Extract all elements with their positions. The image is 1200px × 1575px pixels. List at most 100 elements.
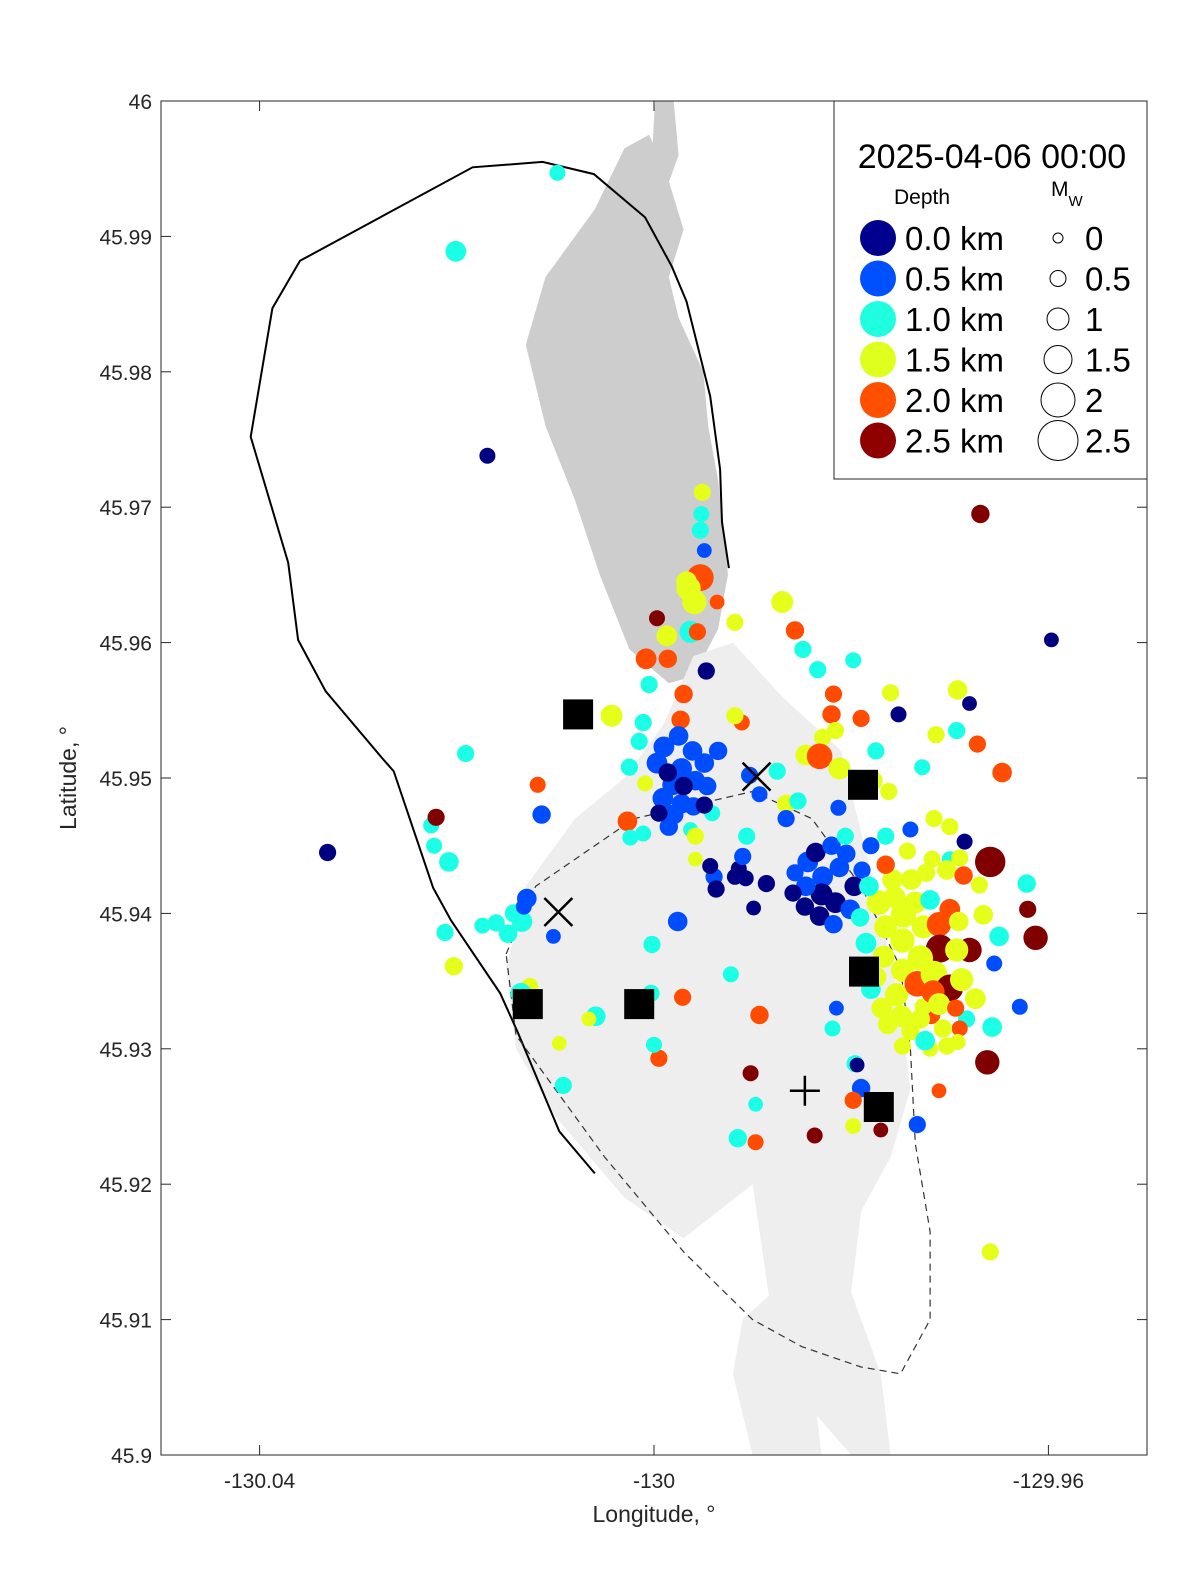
earthquake-point xyxy=(1023,925,1048,950)
earthquake-point xyxy=(659,817,678,836)
earthquake-point xyxy=(696,543,712,558)
earthquake-point xyxy=(925,810,943,828)
legend-magnitude-header-main: M xyxy=(1051,178,1069,201)
earthquake-point xyxy=(722,966,739,983)
legend-depth-label: 2.5 km xyxy=(905,423,1004,460)
earthquake-point xyxy=(617,811,638,832)
earthquake-point xyxy=(708,741,728,761)
earthquake-point xyxy=(695,796,713,814)
station-square-marker xyxy=(512,989,543,1020)
earthquake-point xyxy=(962,696,977,711)
legend-depth-swatch xyxy=(860,301,896,337)
legend-magnitude-label: 1 xyxy=(1085,301,1103,338)
earthquake-point xyxy=(986,955,1003,972)
earthquake-point xyxy=(686,827,705,845)
legend-magnitude-swatch xyxy=(1043,345,1073,374)
earthquake-point xyxy=(844,1091,862,1109)
earthquake-point xyxy=(786,864,804,882)
y-tick-label: 45.93 xyxy=(99,1039,152,1062)
earthquake-point xyxy=(981,1243,999,1261)
y-tick-label: 45.99 xyxy=(99,226,152,249)
earthquake-point xyxy=(487,914,505,932)
x-axis-label: Longitude, ° xyxy=(592,1501,715,1527)
earthquake-point xyxy=(737,870,754,887)
earthquake-point xyxy=(885,983,909,1007)
earthquake-point xyxy=(824,685,843,703)
legend-depth-label: 0.0 km xyxy=(905,220,1004,257)
earthquake-point xyxy=(319,843,337,862)
earthquake-point xyxy=(950,968,974,992)
earthquake-point xyxy=(436,923,454,942)
earthquake-point xyxy=(908,1116,926,1134)
earthquake-point xyxy=(1019,900,1037,918)
legend-magnitude-label: 1.5 xyxy=(1085,342,1131,379)
earthquake-point xyxy=(771,591,794,613)
y-tick-label: 45.96 xyxy=(99,633,152,656)
earthquake-point xyxy=(989,926,1009,947)
earthquake-point xyxy=(784,884,802,902)
earthquake-point xyxy=(709,594,725,610)
earthquake-point xyxy=(726,707,744,725)
x-tick-label: -129.96 xyxy=(1013,1470,1084,1493)
earthquake-point xyxy=(546,929,561,944)
earthquake-point xyxy=(876,855,895,874)
earthquake-point xyxy=(650,804,668,822)
legend-depth-label: 1.5 km xyxy=(905,342,1004,379)
earthquake-point xyxy=(845,1118,862,1134)
earthquake-point xyxy=(671,710,690,729)
earthquake-point xyxy=(871,997,893,1019)
legend-depth-swatch xyxy=(860,220,896,256)
earthquake-point xyxy=(785,621,805,640)
earthquake-point xyxy=(928,993,950,1016)
legend-magnitude-swatch xyxy=(1037,420,1079,461)
earthquake-point xyxy=(812,866,833,888)
y-tick-label: 45.9 xyxy=(111,1445,152,1468)
earthquake-point xyxy=(916,863,936,882)
caldera-rim-line xyxy=(249,160,730,1175)
legend: 2025-04-06 00:00 Depth MW 0.0 km0.5 km1.… xyxy=(833,100,1148,480)
station-square-marker xyxy=(849,956,879,987)
earthquake-point xyxy=(734,847,752,866)
earthquake-point xyxy=(498,924,518,943)
earthquake-point xyxy=(668,726,689,746)
earthquake-point xyxy=(637,775,654,792)
earthquake-point xyxy=(751,786,768,803)
earthquake-point xyxy=(674,776,693,796)
earthquake-point xyxy=(1044,632,1059,648)
legend-depth-label: 2.0 km xyxy=(905,382,1004,419)
earthquake-point xyxy=(951,849,969,867)
earthquake-point xyxy=(1011,998,1028,1015)
y-tick-label: 45.95 xyxy=(99,768,152,791)
legend-depth-swatch xyxy=(860,382,896,418)
station-square-marker xyxy=(863,1092,894,1122)
station-square-marker xyxy=(563,699,594,730)
earthquake-point xyxy=(947,999,965,1017)
earthquake-point xyxy=(693,506,710,522)
earthquake-point xyxy=(822,836,841,855)
earthquake-point xyxy=(445,240,467,262)
earthquake-point xyxy=(973,905,994,925)
legend-magnitude-swatch xyxy=(1046,307,1070,331)
earthquake-point xyxy=(956,833,973,850)
earthquake-point xyxy=(902,821,919,838)
earthquake-point xyxy=(809,661,827,679)
earthquake-point xyxy=(968,735,987,753)
earthquake-point xyxy=(474,917,491,934)
earthquake-point xyxy=(643,935,661,954)
earthquake-point xyxy=(688,623,707,641)
earthquake-point xyxy=(923,850,941,868)
x-tick-label: -130 xyxy=(633,1470,675,1493)
earthquake-point xyxy=(746,900,761,916)
earthquake-point xyxy=(809,906,830,926)
earthquake-point xyxy=(836,827,854,845)
earthquake-point xyxy=(532,805,551,824)
earthquake-point xyxy=(927,726,945,744)
legend-magnitude-swatch xyxy=(1040,382,1076,418)
earthquake-point xyxy=(698,776,717,796)
earthquake-point xyxy=(750,1005,769,1025)
earthquake-point xyxy=(795,897,815,916)
earthquake-point xyxy=(882,869,903,890)
earthquake-point xyxy=(656,625,678,647)
y-tick-label: 45.97 xyxy=(99,497,152,520)
